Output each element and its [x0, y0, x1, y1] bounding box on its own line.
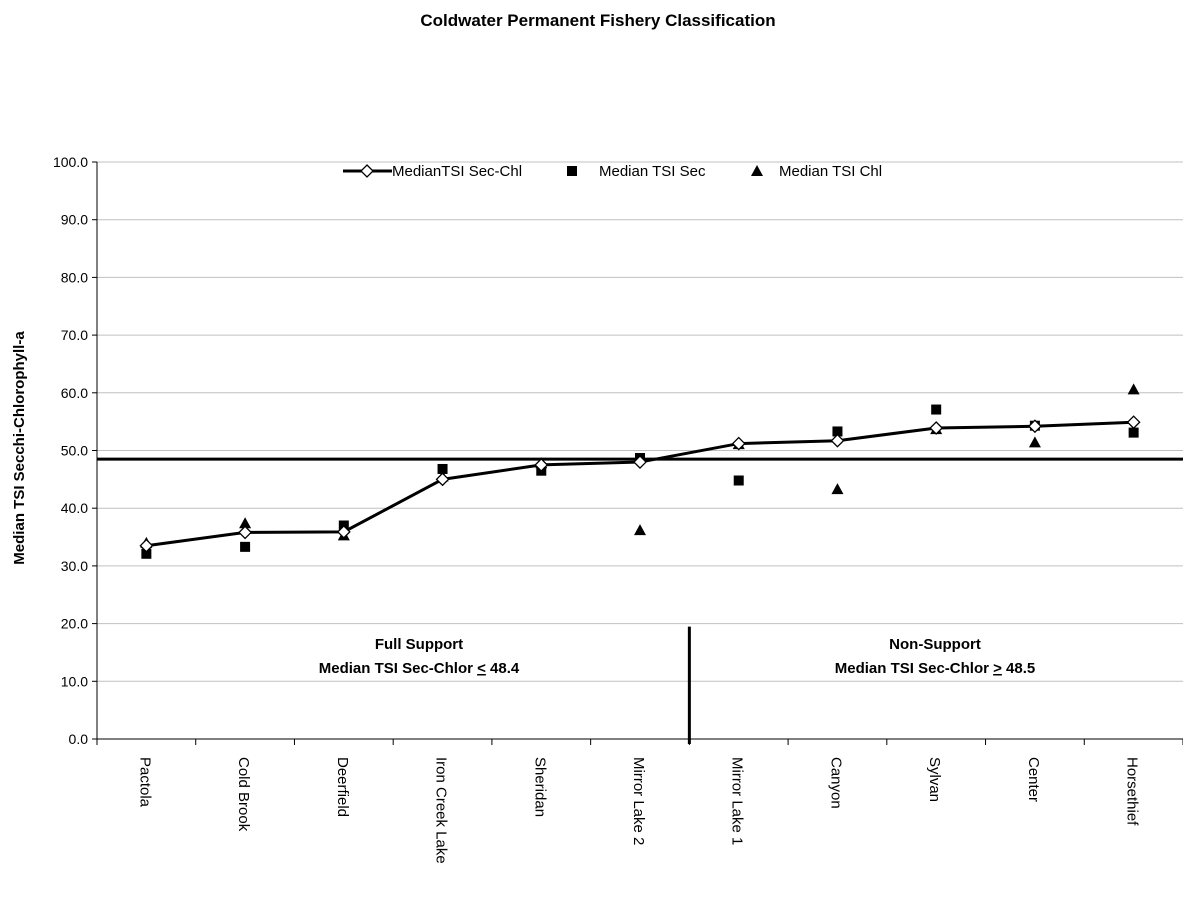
series-0-markers: [139, 415, 1141, 553]
legend-label-median-sec: Median TSI Sec: [599, 163, 706, 180]
x-tick-label: Canyon: [827, 757, 844, 809]
data-point-diamond: [139, 538, 154, 553]
zone-full-support-operator: <: [477, 660, 486, 677]
y-tick-label: 90.0: [61, 212, 88, 228]
y-tick-label: 60.0: [61, 385, 88, 401]
legend-marker-triangle: [751, 165, 763, 176]
zone-non-support-title: Non-Support: [889, 636, 981, 653]
data-point-square: [733, 475, 744, 486]
zone-full-support-value: 48.4: [490, 660, 520, 677]
zone-full-support-criterion: Median TSI Sec-Chlor < 48.4: [319, 660, 520, 677]
zone-non-support-operator: >: [993, 660, 1002, 677]
legend-marker-square: [567, 166, 577, 176]
data-point-square: [141, 548, 152, 559]
zone-full-support: Full Support Median TSI Sec-Chlor < 48.4: [319, 636, 520, 677]
data-point-diamond: [1126, 415, 1141, 430]
zone-full-support-prefix: Median TSI Sec-Chlor: [319, 660, 477, 677]
y-tick-label: 0.0: [69, 731, 89, 747]
x-tick-label: Horsethief: [1124, 757, 1141, 826]
x-tick-label: Mirror Lake 2: [630, 757, 647, 845]
data-point-diamond: [731, 436, 746, 451]
x-tick-label: Pactola: [136, 757, 153, 808]
zone-non-support-value: 48.5: [1006, 660, 1035, 677]
data-point-diamond: [336, 524, 351, 539]
data-point-diamond: [633, 455, 647, 469]
x-tick-label: Sylvan: [926, 757, 943, 802]
y-axis-label: Median TSI Secchi-Chlorophyll-a: [11, 331, 28, 565]
data-point-diamond: [929, 421, 944, 435]
x-tick-label: Center: [1025, 757, 1042, 802]
zone-non-support-criterion: Median TSI Sec-Chlor > 48.5: [835, 660, 1036, 677]
data-point-square: [1128, 427, 1139, 438]
data-point-triangle: [239, 517, 252, 529]
data-point-square: [437, 463, 448, 474]
legend-label-median-sec-chl: MedianTSI Sec-Chl: [392, 163, 522, 180]
data-point-triangle: [831, 483, 844, 495]
legend: MedianTSI Sec-Chl Median TSI Sec Median …: [343, 163, 882, 180]
legend-label-median-chl: Median TSI Chl: [779, 163, 882, 180]
zone-non-support: Non-Support Median TSI Sec-Chlor > 48.5: [835, 636, 1036, 677]
y-tick-label: 30.0: [61, 558, 88, 574]
x-tick-label: Deerfield: [334, 757, 351, 817]
data-point-diamond: [830, 433, 845, 448]
x-tick-label: Mirror Lake 1: [729, 757, 746, 845]
y-tick-label: 100.0: [53, 154, 88, 170]
x-tick-label: Sheridan: [531, 757, 548, 817]
data-point-diamond: [1027, 419, 1042, 434]
x-tick-label: Iron Creek Lake: [433, 757, 450, 864]
y-tick-label: 10.0: [61, 673, 88, 689]
y-tick-label: 20.0: [61, 616, 88, 632]
data-point-diamond: [435, 472, 450, 487]
data-point-square: [832, 426, 843, 437]
zone-non-support-prefix: Median TSI Sec-Chlor: [835, 660, 993, 677]
data-point-square: [931, 404, 942, 415]
legend-marker-diamond: [360, 164, 374, 178]
data-point-diamond: [238, 525, 253, 540]
data-point-triangle: [634, 524, 646, 536]
chart-title: Coldwater Permanent Fishery Classificati…: [420, 11, 775, 30]
data-point-triangle: [1028, 436, 1041, 448]
y-tick-label: 80.0: [61, 269, 88, 285]
data-point-triangle: [1127, 383, 1140, 395]
data-point-square: [240, 541, 251, 552]
y-tick-label: 40.0: [61, 500, 88, 516]
y-tick-label: 70.0: [61, 327, 88, 343]
data-point-diamond: [534, 458, 549, 472]
x-tick-label: Cold Brook: [235, 757, 252, 832]
y-tick-label: 50.0: [61, 443, 88, 459]
zone-full-support-title: Full Support: [375, 636, 463, 653]
